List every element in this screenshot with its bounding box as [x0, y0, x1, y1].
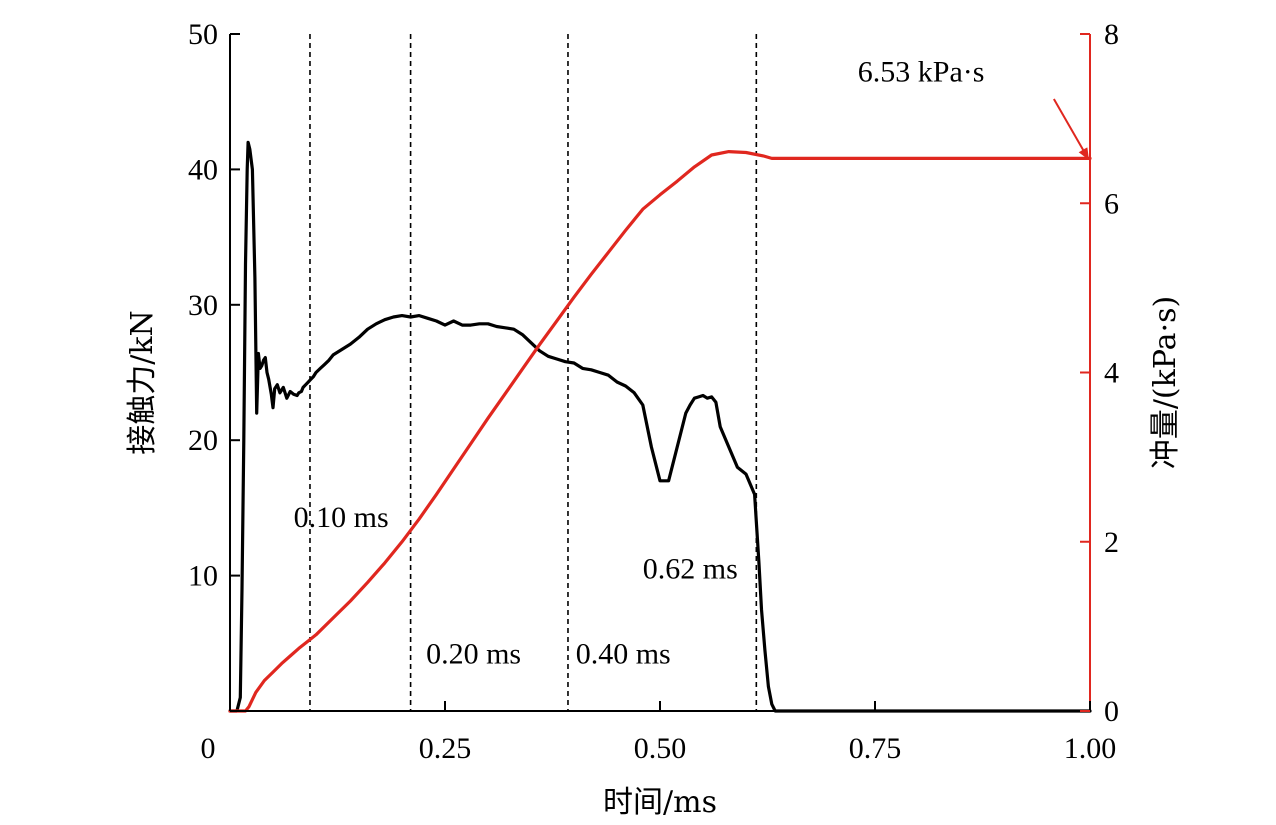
- y-right-tick-label: 6: [1104, 187, 1119, 220]
- x-tick-label: 0.50: [634, 732, 687, 765]
- tick-layer: 0 0.25 0.50 0.75 1.00 10 20 30 40 50 0 2 4 6 8: [188, 18, 1119, 765]
- y-right-tick-label: 8: [1104, 18, 1119, 51]
- y-left-tick-label: 20: [188, 424, 218, 457]
- y-left-tick-label: 40: [188, 153, 218, 186]
- annotation-label: 6.53 kPa·s: [858, 55, 985, 88]
- annotation-label: 0.40 ms: [576, 638, 671, 671]
- reference-lines: [309, 34, 758, 711]
- x-tick-label: 1.00: [1064, 732, 1117, 765]
- x-tick-label: 0.75: [849, 732, 902, 765]
- y-right-tick-label: 0: [1104, 695, 1119, 728]
- x-tick-label: 0: [201, 732, 216, 765]
- y-left-tick-label: 30: [188, 289, 218, 322]
- x-axis-title: 时间/ms: [603, 785, 717, 820]
- series-line-contact-force: [228, 140, 1092, 713]
- y-right-tick-label: 4: [1104, 357, 1119, 390]
- axes: [229, 34, 1091, 712]
- series-layer: [228, 140, 1092, 713]
- y-right-axis-title: 冲量/(kPa·s): [1148, 296, 1183, 469]
- y-right-tick-label: 2: [1104, 526, 1119, 559]
- y-left-axis-title: 接触力/kN: [125, 310, 160, 455]
- x-tick-label: 0.25: [419, 732, 472, 765]
- y-left-tick-label: 10: [188, 560, 218, 593]
- annotation-label: 0.20 ms: [426, 638, 521, 671]
- y-left-tick-label: 50: [188, 18, 218, 51]
- annotation-label: 0.10 ms: [294, 501, 389, 534]
- annotation-label: 0.62 ms: [643, 552, 738, 585]
- annotation-layer: 0.10 ms 0.20 ms 0.40 ms 0.62 ms 6.53 kPa·s: [294, 55, 1089, 671]
- impulse-arrow: [1053, 98, 1089, 161]
- series-line-impulse: [228, 150, 1092, 713]
